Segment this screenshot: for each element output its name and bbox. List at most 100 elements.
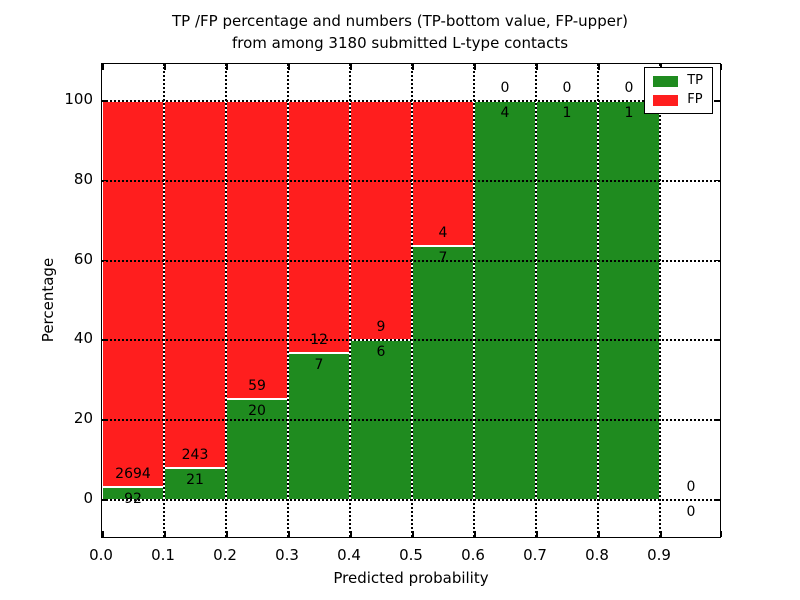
x-axis-tick [226, 64, 228, 70]
tp-count-label: 6 [376, 344, 386, 361]
tp-count-label: 7 [314, 357, 324, 373]
gridline-vertical [597, 64, 599, 537]
x-axis-title: Predicted probability [333, 569, 489, 587]
tp-count-label: 92 [124, 490, 142, 507]
gridline-vertical [535, 64, 537, 537]
x-tick-label: 0.3 [275, 546, 299, 564]
x-tick-label: 0.4 [337, 546, 361, 564]
gridline-vertical [287, 64, 289, 537]
y-axis-tick [102, 100, 108, 102]
tp-count-label: 20 [248, 402, 266, 419]
y-axis-tick [102, 499, 108, 501]
x-tick-label: 0.1 [151, 546, 175, 564]
x-axis-tick [350, 531, 352, 537]
tp-count-label: 7 [438, 250, 448, 267]
legend-entry-fp: FP [653, 93, 703, 107]
fp-legend-swatch [653, 94, 679, 106]
chart-title: TP /FP percentage and numbers (TP-bottom… [0, 10, 800, 54]
x-axis-tick [412, 531, 414, 537]
x-tick-label: 0.2 [213, 546, 237, 564]
y-tick-label: 40 [73, 329, 93, 348]
y-tick-label: 60 [73, 249, 93, 268]
x-axis-tick [720, 531, 722, 537]
y-axis-tick [102, 339, 108, 341]
tp-bar [474, 101, 536, 500]
y-axis-tick [714, 499, 720, 501]
tp-legend-label: TP [687, 73, 703, 88]
fp-legend-label: FP [687, 92, 703, 107]
fp-count-label: 4 [438, 225, 448, 242]
fp-count-label: 0 [562, 80, 572, 96]
grid-layer [102, 64, 720, 537]
x-axis-tick [720, 64, 722, 70]
chart-title-line2: from among 3180 submitted L-type contact… [231, 34, 569, 52]
x-axis-tick [288, 531, 290, 537]
tp-count-label: 21 [186, 472, 204, 489]
fp-count-label: 59 [248, 377, 266, 394]
gridline-horizontal [102, 499, 720, 501]
y-tick-label: 100 [64, 90, 93, 108]
tp-legend-swatch [653, 75, 679, 87]
legend: TP FP [644, 67, 713, 114]
fp-count-label: 243 [181, 447, 209, 464]
x-tick-label: 0.0 [89, 546, 113, 564]
gridline-horizontal [102, 259, 720, 262]
tp-count-label: 4 [500, 105, 510, 121]
x-axis-tick [226, 531, 228, 537]
x-axis-tick [164, 531, 166, 537]
gridline-vertical [349, 64, 351, 537]
y-axis-tick [714, 339, 720, 341]
gridline-horizontal [102, 179, 720, 182]
gridline-horizontal [102, 100, 720, 102]
fp-count-label: 0 [500, 80, 510, 96]
x-axis-tick [164, 64, 166, 70]
y-tick-label: 80 [73, 169, 93, 188]
y-axis-tick [714, 419, 720, 421]
x-axis-tick [288, 64, 290, 70]
tp-count-label: 0 [686, 504, 696, 520]
fp-count-label: 2694 [115, 465, 151, 482]
fp-count-label: 12 [310, 332, 328, 348]
legend-entry-tp: TP [653, 74, 703, 88]
x-axis-tick [536, 531, 538, 537]
x-tick-label: 0.6 [461, 546, 485, 564]
x-axis-tick [598, 531, 600, 537]
x-axis-tick [412, 64, 414, 70]
tp-bar [412, 246, 474, 500]
count-labels-layer: 2694 92 243 21 59 20 12 7 9 6 4 7 0 4 0 1 0 1 0 0 [102, 64, 720, 537]
y-axis-tick [714, 100, 720, 102]
gridline-vertical [473, 64, 475, 537]
x-axis-tick [536, 64, 538, 70]
plot-area: 2694 92 243 21 59 20 12 7 9 6 4 7 0 4 0 1 0 1 0 0 TP FP [101, 63, 722, 538]
fp-count-label: 9 [376, 319, 386, 336]
x-axis-tick [102, 64, 104, 70]
gridline-horizontal [102, 419, 720, 422]
tp-count-label: 1 [562, 105, 572, 121]
x-tick-label: 0.7 [523, 546, 547, 564]
x-axis-tick [350, 64, 352, 70]
fp-count-label: 0 [686, 479, 696, 495]
bars-layer [102, 64, 720, 537]
fp-bar [164, 101, 226, 469]
y-axis-tick [102, 259, 108, 262]
x-tick-label: 0.5 [399, 546, 423, 564]
x-axis-tick [102, 531, 104, 537]
fp-bar [102, 101, 164, 487]
gridline-vertical [411, 64, 413, 537]
x-axis-tick [474, 64, 476, 70]
gridline-vertical [163, 64, 165, 537]
chart-title-line1: TP /FP percentage and numbers (TP-bottom… [172, 12, 628, 30]
gridline-horizontal [102, 339, 720, 342]
x-axis-tick [660, 531, 662, 537]
y-axis-tick [102, 179, 108, 182]
tp-count-label: 1 [624, 105, 634, 121]
fp-count-label: 0 [624, 80, 634, 96]
y-axis-tick [102, 419, 108, 421]
gridline-vertical [659, 64, 661, 537]
tp-bar [598, 101, 660, 500]
gridline-vertical [225, 64, 227, 537]
y-axis-tick [714, 179, 720, 182]
x-axis-tick [474, 531, 476, 537]
y-axis-tick [714, 259, 720, 262]
